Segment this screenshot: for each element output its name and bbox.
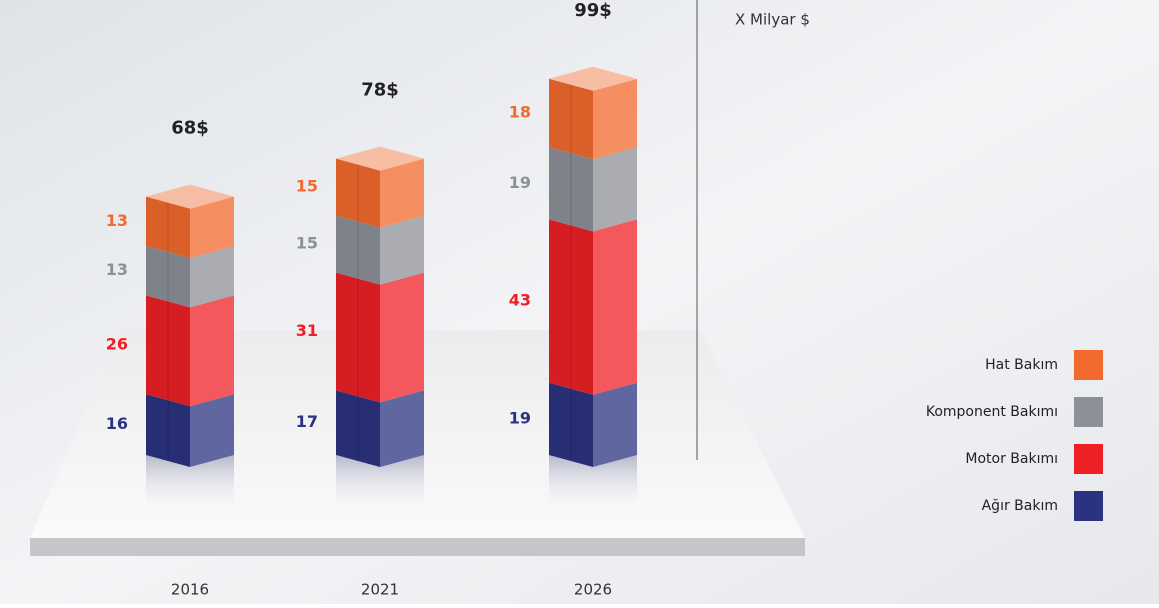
platform-edge [30, 538, 805, 556]
data-label: 19 [509, 173, 531, 192]
legend-label: Komponent Bakımı [926, 404, 1058, 420]
data-label: 13 [106, 260, 128, 279]
legend-label: Motor Bakımı [965, 451, 1058, 467]
segment-right [190, 394, 234, 467]
data-label: 15 [296, 177, 318, 196]
segment-right [380, 272, 424, 403]
legend-label: Ağır Bakım [982, 498, 1058, 514]
segment-right [593, 219, 637, 395]
segment-right [593, 382, 637, 467]
data-label: 18 [509, 103, 531, 122]
x-tick-label: 2021 [361, 581, 399, 599]
segment-right [380, 390, 424, 467]
data-label: 13 [106, 211, 128, 230]
total-label: 99$ [574, 0, 612, 21]
bar-segment [549, 66, 637, 160]
bar-segment [146, 184, 234, 258]
segment-top [336, 146, 424, 171]
total-label: 78$ [361, 80, 399, 101]
unit-label: X Milyar $ [735, 11, 810, 29]
segment-right [380, 158, 424, 228]
legend-swatch [1074, 397, 1103, 427]
legend-swatch [1074, 444, 1103, 474]
data-label: 17 [296, 412, 318, 431]
bar-segment [549, 207, 637, 395]
x-tick-label: 2026 [574, 581, 612, 599]
data-label: 16 [106, 414, 128, 433]
data-label: 43 [509, 291, 531, 310]
segment-right [593, 78, 637, 160]
data-label: 15 [296, 234, 318, 253]
segment-right [190, 295, 234, 407]
total-label: 68$ [171, 118, 209, 139]
segment-right [593, 147, 637, 232]
segment-right [380, 215, 424, 285]
bar-segment [336, 146, 424, 228]
data-label: 26 [106, 334, 128, 353]
legend-swatch [1074, 350, 1103, 380]
data-label: 19 [509, 408, 531, 427]
segment-right [190, 246, 234, 308]
data-label: 31 [296, 321, 318, 340]
x-tick-label: 2016 [171, 581, 209, 599]
legend-swatch [1074, 491, 1103, 521]
segment-top [146, 184, 234, 209]
segment-top [549, 66, 637, 91]
segment-right [190, 196, 234, 258]
legend-label: Hat Bakım [985, 357, 1058, 373]
